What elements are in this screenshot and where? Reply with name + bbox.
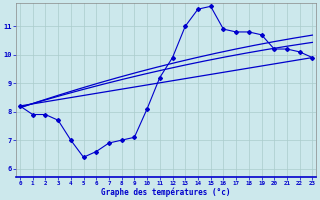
X-axis label: Graphe des températures (°c): Graphe des températures (°c) — [101, 187, 231, 197]
